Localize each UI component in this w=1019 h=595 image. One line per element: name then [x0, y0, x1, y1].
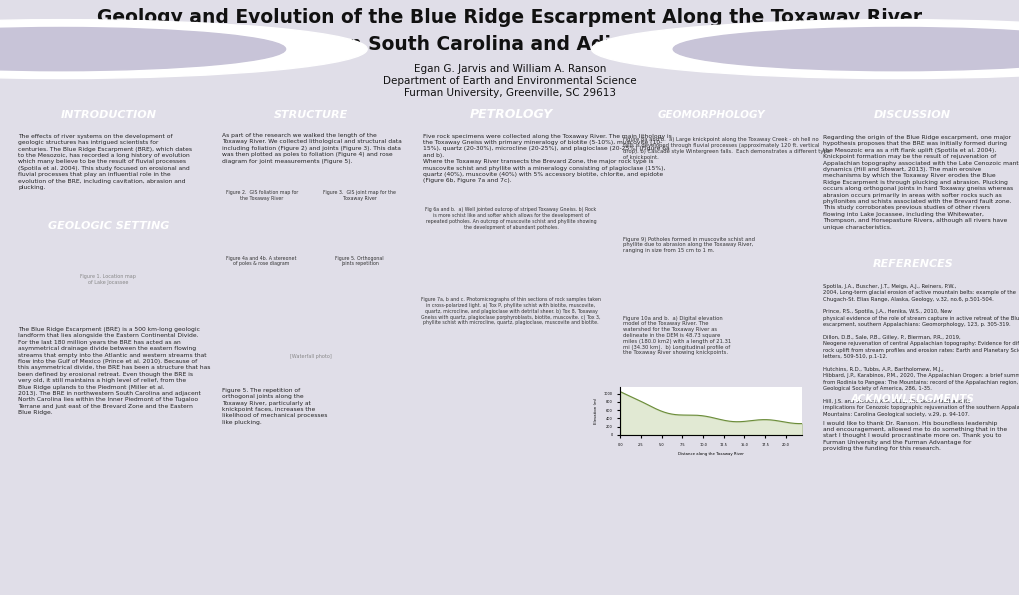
Text: Figure 5. The repetition of
orthogonal joints along the
Toxaway River, particula: Figure 5. The repetition of orthogonal j…	[222, 388, 327, 425]
Text: Fig 6a and b.  a) Well jointed outcrop of striped Toxaway Gneiss. b) Rock
is mor: Fig 6a and b. a) Well jointed outcrop of…	[425, 208, 596, 230]
Text: Figure 4a and 4b. A stereonet
of poles & rose diagram: Figure 4a and 4b. A stereonet of poles &…	[226, 256, 297, 267]
Text: DISCUSSION: DISCUSSION	[873, 110, 951, 120]
Text: Spotila, J.A., Buscher, J.T., Meigs, A.J., Reiners, P.W.,
2004, Long-term glacia: Spotila, J.A., Buscher, J.T., Meigs, A.J…	[822, 284, 1019, 417]
Text: As part of the research we walked the length of the
Toxaway River. We collected : As part of the research we walked the le…	[222, 133, 401, 164]
Text: Furman University, Greenville, SC 29613: Furman University, Greenville, SC 29613	[404, 88, 615, 98]
Text: STRUCTURE: STRUCTURE	[273, 110, 347, 120]
Text: PETROLOGY: PETROLOGY	[469, 108, 552, 121]
Text: The Blue Ridge Escarpment (BRE) is a 500 km-long geologic
landform that lies alo: The Blue Ridge Escarpment (BRE) is a 500…	[18, 327, 210, 415]
X-axis label: Distance along the Toxaway River: Distance along the Toxaway River	[678, 452, 744, 456]
Text: Figure 8a and b.  a) Large knickpoint along the Toxaway Creek - oh hell no
falls: Figure 8a and b. a) Large knickpoint alo…	[623, 137, 829, 160]
Text: Figure 3.  GIS joint map for the
Toxaway River: Figure 3. GIS joint map for the Toxaway …	[323, 190, 395, 201]
Text: Figure 7a, b and c. Photomicrographs of thin sections of rock samples taken
in c: Figure 7a, b and c. Photomicrographs of …	[421, 298, 600, 325]
Text: Geology and Evolution of the Blue Ridge Escarpment Along the Toxaway River: Geology and Evolution of the Blue Ridge …	[98, 8, 921, 27]
Text: ACKNOWLEDGMENTS: ACKNOWLEDGMENTS	[850, 394, 974, 403]
Text: FURMAN: FURMAN	[117, 32, 192, 47]
Circle shape	[0, 20, 367, 79]
Text: Figure 10a and b.  a) Digital elevation
model of the Toxaway River. The
watershe: Figure 10a and b. a) Digital elevation m…	[623, 315, 731, 355]
Text: Regarding the origin of the Blue Ridge escarpment, one major
hypothesis proposes: Regarding the origin of the Blue Ridge e…	[822, 135, 1019, 230]
Text: I would like to thank Dr. Ranson. His boundless leadership
and encouragement, al: I would like to thank Dr. Ranson. His bo…	[822, 421, 1007, 451]
Text: GEOLOGIC SETTING: GEOLOGIC SETTING	[48, 221, 169, 230]
Y-axis label: Elevation (m): Elevation (m)	[594, 398, 597, 424]
Text: Figure 5. Orthogonal
joints repetition: Figure 5. Orthogonal joints repetition	[335, 256, 384, 267]
Circle shape	[591, 20, 1019, 79]
Text: Egan G. Jarvis and William A. Ranson: Egan G. Jarvis and William A. Ranson	[414, 64, 605, 74]
Text: FURMAN: FURMAN	[739, 32, 813, 47]
Text: In Northwestern South Carolina and Adjacent North Carolina: In Northwestern South Carolina and Adjac…	[190, 35, 829, 54]
Text: INTRODUCTION: INTRODUCTION	[60, 110, 156, 120]
Circle shape	[0, 27, 285, 71]
Text: UNIVERSITY: UNIVERSITY	[739, 57, 784, 65]
Text: UNIVERSITY: UNIVERSITY	[117, 57, 162, 65]
Text: Department of Earth and Environmental Science: Department of Earth and Environmental Sc…	[383, 77, 636, 86]
Text: Five rock specimens were collected along the Toxaway River. The main lithology i: Five rock specimens were collected along…	[422, 133, 671, 183]
Text: Figure 9) Potholes formed in muscovite schist and
phyllite due to abrasion along: Figure 9) Potholes formed in muscovite s…	[623, 237, 754, 253]
Text: Figure 1. Location map
of Lake Jocassee: Figure 1. Location map of Lake Jocassee	[81, 274, 137, 285]
Text: The effects of river systems on the development of
geologic structures has intri: The effects of river systems on the deve…	[18, 134, 192, 190]
Text: [Waterfall photo]: [Waterfall photo]	[289, 353, 331, 359]
Text: GEOMORPHOLOGY: GEOMORPHOLOGY	[657, 110, 764, 120]
Text: REFERENCES: REFERENCES	[871, 259, 952, 269]
Circle shape	[673, 27, 1019, 71]
Text: Figure 2.  GIS foliation map for
the Toxaway River: Figure 2. GIS foliation map for the Toxa…	[225, 190, 298, 201]
